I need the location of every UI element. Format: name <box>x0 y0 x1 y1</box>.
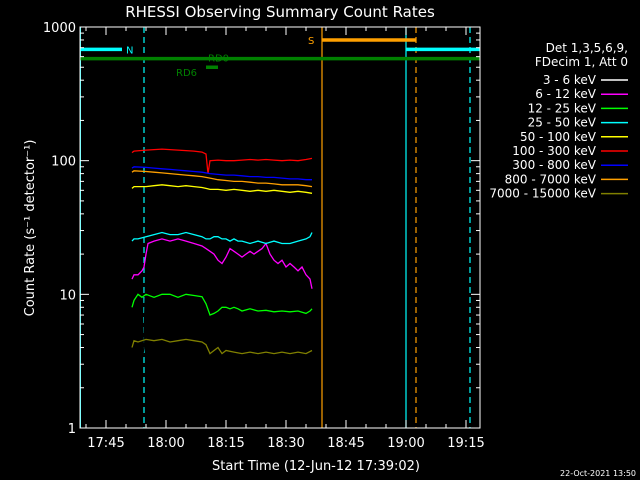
legend-label-100-300-keV: 100 - 300 keV <box>512 144 596 158</box>
legend-label-12-25-keV: 12 - 25 keV <box>528 101 597 115</box>
axes: 17:45 18:00 18:15 18:30 18:45 19:00 19:15 1 10 10… <box>43 21 485 451</box>
annotation-label-3: RD0 <box>208 54 229 65</box>
series-line-800-7000-keV <box>131 170 313 188</box>
x-tick-label-2: 18:15 <box>207 436 244 451</box>
series-line-50-100-keV <box>131 184 313 194</box>
x-tick-label-0: 17:45 <box>87 436 124 451</box>
legend-label-3-6-keV: 3 - 6 keV <box>543 73 597 87</box>
y-tick-label-0: 1 <box>68 422 76 437</box>
footer-timestamp: 22-Oct-2021 13:50 <box>560 469 636 478</box>
annotation-label-0: N <box>126 45 133 56</box>
series-line-300-800-keV <box>131 166 312 181</box>
series-line-12-25-keV <box>131 293 313 316</box>
annotation-label-4: RD6 <box>176 68 197 79</box>
legend: Det 1,3,5,6,9, FDecim 1, Att 0 3 - 6 keV… <box>489 41 628 201</box>
y-tick-label-3: 1000 <box>43 21 76 36</box>
chart-title: RHESSI Observing Summary Count Rates <box>125 3 435 21</box>
annotation-bars <box>80 38 480 69</box>
y-tick-label-2: 100 <box>51 155 76 170</box>
series-line-25-50-keV <box>131 231 313 245</box>
x-tick-label-6: 19:15 <box>447 436 484 451</box>
vertical-markers <box>80 27 471 428</box>
plot-frame <box>79 26 481 429</box>
x-tick-label-4: 18:45 <box>327 436 364 451</box>
legend-label-6-12-keV: 6 - 12 keV <box>535 87 597 101</box>
series-line-7000-15000-keV <box>131 338 313 355</box>
x-axis-label: Start Time (12-Jun-12 17:39:02) <box>212 459 420 474</box>
series-line-100-300-keV <box>131 148 313 174</box>
series-line-6-12-keV <box>131 238 313 289</box>
legend-header-line-1: Det 1,3,5,6,9, <box>546 41 628 55</box>
legend-label-300-800-keV: 300 - 800 keV <box>512 158 596 172</box>
y-axis-label: Count Rate (s⁻¹ detector⁻¹) <box>23 140 38 317</box>
annotation-labels: N S RD0 RD6 <box>126 36 314 79</box>
x-tick-label-3: 18:30 <box>267 436 304 451</box>
series-group <box>131 148 313 401</box>
legend-label-25-50-keV: 25 - 50 keV <box>528 116 597 130</box>
legend-header-line-2: FDecim 1, Att 0 <box>535 55 628 69</box>
legend-label-800-7000-keV: 800 - 7000 keV <box>505 172 597 186</box>
x-tick-label-5: 19:00 <box>387 436 424 451</box>
legend-label-7000-15000-keV: 7000 - 15000 keV <box>489 187 596 201</box>
annotation-label-2: S <box>308 36 314 47</box>
series-line-3-6-keV <box>131 190 313 401</box>
y-tick-label-1: 10 <box>59 288 76 303</box>
legend-label-50-100-keV: 50 - 100 keV <box>520 130 597 144</box>
x-tick-label-1: 18:00 <box>147 436 184 451</box>
